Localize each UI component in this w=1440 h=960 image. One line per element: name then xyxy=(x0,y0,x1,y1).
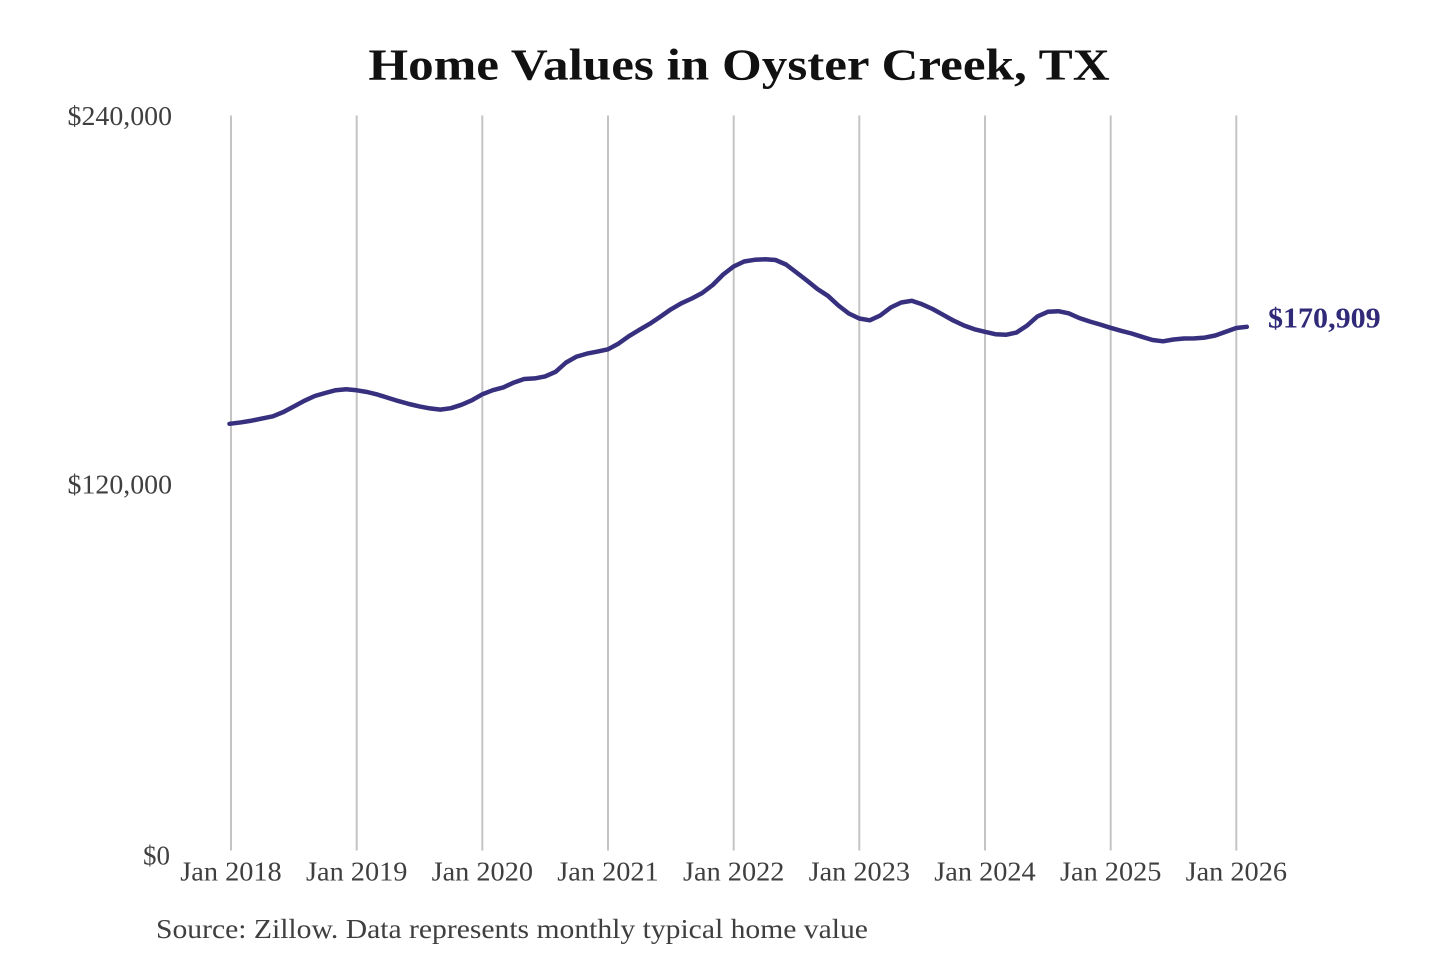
svg-text:Jan 2018: Jan 2018 xyxy=(180,856,281,886)
svg-text:Jan 2022: Jan 2022 xyxy=(683,856,784,886)
svg-text:Home Values in Oyster Creek, T: Home Values in Oyster Creek, TX xyxy=(368,42,1109,90)
svg-text:$120,000: $120,000 xyxy=(68,470,172,500)
svg-text:Jan 2021: Jan 2021 xyxy=(557,856,658,886)
svg-text:Jan 2024: Jan 2024 xyxy=(934,856,1036,886)
svg-text:Jan 2026: Jan 2026 xyxy=(1186,856,1287,886)
svg-text:Jan 2020: Jan 2020 xyxy=(432,856,533,886)
svg-text:$0: $0 xyxy=(143,841,170,871)
svg-text:Jan 2023: Jan 2023 xyxy=(809,856,910,886)
svg-text:Source: Zillow. Data represent: Source: Zillow. Data represents monthly … xyxy=(156,915,868,945)
svg-text:$240,000: $240,000 xyxy=(68,101,172,131)
svg-text:Jan 2025: Jan 2025 xyxy=(1060,856,1161,886)
svg-text:Jan 2019: Jan 2019 xyxy=(306,856,407,886)
svg-text:$170,909: $170,909 xyxy=(1268,303,1381,334)
